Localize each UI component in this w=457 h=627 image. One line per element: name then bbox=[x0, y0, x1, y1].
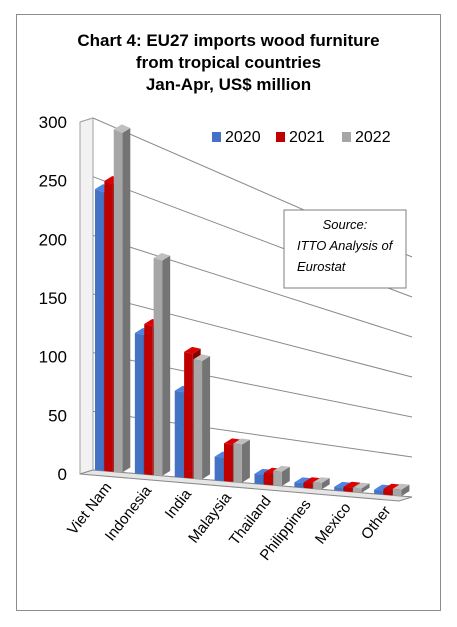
bar-front bbox=[303, 482, 313, 489]
bar bbox=[352, 482, 370, 493]
bar-front bbox=[223, 443, 233, 482]
bar-side bbox=[122, 128, 131, 473]
bar-top bbox=[352, 482, 370, 489]
bar-side bbox=[281, 466, 290, 486]
source-line: Eurostat bbox=[297, 259, 347, 274]
bar-front bbox=[383, 488, 393, 496]
legend-label: 2021 bbox=[289, 129, 325, 146]
gridline bbox=[92, 293, 413, 378]
bar-front bbox=[144, 324, 153, 476]
legend-swatch bbox=[276, 132, 285, 142]
x-tick-label: India bbox=[162, 486, 196, 523]
bar-top bbox=[193, 354, 211, 362]
bar-top bbox=[343, 481, 361, 488]
y-tick-label: 250 bbox=[39, 172, 67, 191]
bar-top bbox=[113, 124, 131, 134]
bar-front bbox=[273, 470, 282, 486]
bar-front bbox=[374, 489, 383, 495]
bar-front bbox=[94, 189, 104, 471]
bar-front bbox=[214, 456, 224, 482]
bar-top bbox=[233, 438, 250, 445]
y-tick-label: 0 bbox=[58, 465, 67, 484]
bar bbox=[392, 483, 410, 497]
bar-front bbox=[294, 482, 303, 488]
bar-top bbox=[184, 346, 201, 354]
bar bbox=[193, 354, 211, 480]
y-tick-label: 50 bbox=[48, 406, 67, 425]
bar-top bbox=[334, 481, 351, 488]
legend-label: 2022 bbox=[355, 129, 391, 146]
bar-top bbox=[153, 252, 171, 261]
bars bbox=[94, 124, 410, 497]
bar-side bbox=[162, 255, 171, 476]
bar bbox=[113, 124, 131, 473]
bar bbox=[233, 438, 250, 483]
y-tick-label: 150 bbox=[39, 289, 67, 308]
bar-side bbox=[241, 439, 250, 483]
bar-top bbox=[374, 484, 391, 491]
x-tick-label: Other bbox=[358, 503, 394, 543]
bar-front bbox=[254, 473, 264, 485]
y-tick-label: 300 bbox=[39, 113, 67, 132]
bar bbox=[273, 465, 290, 486]
legend: 2020 2021 2022 bbox=[212, 129, 391, 146]
y-tick-label: 200 bbox=[39, 230, 67, 249]
bar-side bbox=[321, 478, 330, 490]
bar-top bbox=[392, 483, 410, 490]
axes bbox=[79, 117, 413, 502]
floor bbox=[79, 469, 413, 502]
bar-front bbox=[233, 443, 242, 483]
y-tick-label: 100 bbox=[39, 348, 67, 367]
source-box bbox=[283, 209, 407, 289]
bar-top bbox=[273, 465, 290, 472]
bar-side bbox=[202, 356, 211, 480]
side-wall bbox=[79, 117, 94, 475]
source-line: ITTO Analysis of bbox=[297, 238, 394, 253]
bar-front bbox=[334, 486, 343, 492]
bar-front bbox=[174, 390, 184, 478]
bar bbox=[313, 477, 330, 490]
legend-label: 2020 bbox=[225, 129, 261, 146]
bar-front bbox=[352, 487, 362, 493]
legend-swatch bbox=[342, 132, 351, 142]
bar-front bbox=[313, 482, 322, 490]
bar-front bbox=[343, 486, 353, 492]
chart-frame bbox=[16, 14, 441, 611]
bar-front bbox=[193, 359, 203, 480]
bar bbox=[153, 252, 171, 476]
bar-side bbox=[401, 484, 410, 497]
legend-swatch bbox=[212, 132, 221, 142]
source-line: Source: bbox=[323, 217, 368, 232]
bar-top bbox=[294, 477, 311, 484]
bar-front bbox=[134, 333, 144, 475]
gridline bbox=[92, 234, 413, 338]
bar-front bbox=[153, 257, 163, 476]
bar-top bbox=[223, 438, 241, 445]
chart-title-line-3: Jan-Apr, US$ million bbox=[145, 75, 312, 94]
bar-front bbox=[113, 129, 123, 473]
source-note: Source: ITTO Analysis of Eurostat bbox=[283, 209, 407, 289]
bar-side bbox=[361, 483, 370, 493]
bar-top bbox=[254, 468, 272, 475]
chart-title-line-2: from tropical countries bbox=[135, 53, 322, 72]
chart-title-line-1: Chart 4: EU27 imports wood furniture bbox=[77, 31, 380, 50]
bar-front bbox=[392, 488, 402, 497]
bar-top bbox=[303, 477, 321, 484]
bar-front bbox=[104, 180, 113, 472]
bar-front bbox=[263, 472, 273, 486]
x-tick-label: Mexico bbox=[312, 500, 355, 548]
bar-top bbox=[313, 477, 330, 484]
bar-front bbox=[184, 351, 193, 479]
bar-top bbox=[383, 483, 401, 490]
chart-title: Chart 4: EU27 imports wood furniture fro… bbox=[0, 30, 457, 96]
